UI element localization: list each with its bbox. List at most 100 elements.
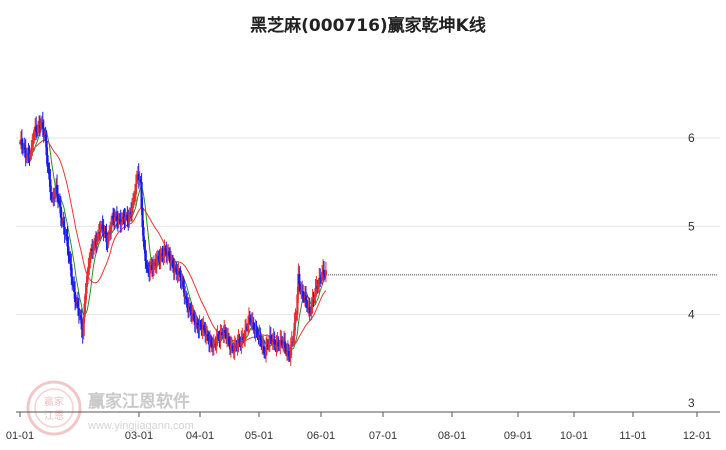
watermark-subtext: www.yingjiagann.com (87, 420, 194, 432)
candle-body (277, 342, 280, 347)
candle-body (231, 345, 234, 352)
candle-body (165, 249, 168, 257)
candle-body (133, 194, 137, 198)
candle-body (183, 289, 186, 297)
watermark-seal-top: 赢家 (44, 395, 64, 408)
candle-body (161, 252, 164, 257)
candle-body (236, 344, 239, 348)
candle-body (36, 125, 40, 133)
candle-body (149, 267, 152, 274)
candle-body (248, 317, 251, 320)
candle-body (56, 193, 60, 202)
grid-lines (16, 137, 720, 316)
candle-body (310, 305, 313, 314)
x-axis: 01-01 03-01 04-01 05-01 06-01 07-01 08-01 09-01… (6, 411, 720, 442)
candle-body (124, 216, 127, 222)
candle-body (200, 325, 203, 331)
x-tick-label: 06-01 (307, 430, 335, 442)
candle-body (54, 191, 57, 199)
candle-body (246, 324, 250, 329)
candle-body (298, 274, 301, 285)
candle-body (89, 255, 92, 263)
candle-body (74, 291, 77, 302)
candle-body (45, 140, 48, 156)
candle-body (278, 346, 281, 348)
candle-body (84, 293, 87, 304)
candle-body (108, 232, 111, 236)
candle-body (189, 309, 193, 316)
candle-body (63, 226, 66, 235)
candle-body (104, 231, 107, 234)
candle-body (82, 317, 85, 337)
candle-body (159, 256, 162, 262)
candle-body (203, 325, 206, 331)
candle-body (139, 179, 142, 183)
candle-body (67, 246, 70, 256)
candle-body (279, 339, 282, 347)
candle-body (128, 214, 131, 223)
candle-body (115, 215, 118, 222)
candle-body (190, 314, 194, 316)
candle-body (142, 227, 145, 242)
candle-body (143, 241, 146, 250)
candle-body (254, 329, 257, 334)
candle-body (41, 122, 44, 129)
candle-body (247, 317, 251, 325)
candle-body (72, 283, 75, 285)
watermark-seal-bottom: 江恩 (44, 410, 64, 422)
x-tick-label: 10-01 (560, 430, 588, 442)
candle-body (60, 217, 63, 223)
candle-body (313, 297, 316, 301)
candle-body (48, 171, 51, 180)
x-tick-label: 12-01 (683, 430, 711, 442)
candle-body (50, 192, 53, 198)
candle-body (219, 334, 222, 341)
candle-body (281, 340, 284, 346)
candle-body (268, 335, 271, 344)
candle-body (42, 128, 45, 136)
candle-body (99, 228, 102, 233)
candle-body (207, 334, 210, 341)
candle-body (296, 294, 299, 315)
x-tick-label: 03-01 (125, 430, 153, 442)
candle-body (137, 173, 140, 181)
candle-body (44, 134, 47, 141)
candle-body (269, 335, 272, 338)
candle-body (105, 233, 108, 243)
x-tick-label: 09-01 (504, 430, 532, 442)
candle-body (209, 340, 213, 342)
candle-body (73, 284, 76, 292)
candle-body (271, 341, 274, 343)
candle-body (225, 332, 228, 340)
candle-body (284, 347, 288, 354)
watermark-text: 赢家江恩软件 (88, 391, 190, 412)
watermark: 赢家 江恩 赢家江恩软件 www.yingjiagann.com (26, 380, 194, 436)
candle-body (243, 338, 246, 340)
candle-body (23, 147, 26, 150)
candle-body (259, 335, 262, 340)
candle-body (85, 284, 88, 294)
candle-body (111, 215, 114, 225)
candle-body (117, 218, 120, 224)
candle-body (150, 265, 154, 271)
candle-body (201, 328, 204, 331)
candle-body (171, 260, 175, 269)
candle-body (109, 232, 112, 234)
candle-body (309, 313, 312, 315)
candle-body (240, 340, 243, 346)
candle-body (273, 339, 276, 345)
candle-body (324, 270, 327, 276)
candle-body (293, 322, 296, 336)
candle-body (317, 284, 320, 289)
candle-body (140, 182, 143, 208)
candle-body (289, 347, 292, 359)
candle-body (86, 271, 89, 285)
candle-body (18, 142, 22, 144)
candle-body (294, 317, 297, 323)
candle-body (65, 234, 68, 237)
x-tick-label: 04-01 (186, 430, 214, 442)
candle-body (205, 334, 208, 337)
candle-body (263, 346, 266, 354)
candle-body (30, 147, 33, 154)
